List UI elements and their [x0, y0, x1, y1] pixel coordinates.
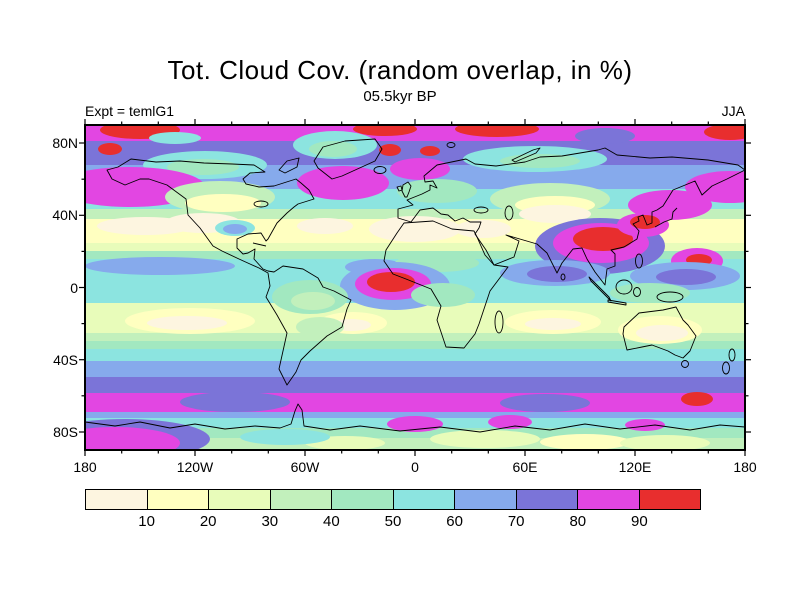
x-axis-tick-label: 60W	[290, 459, 320, 475]
colorbar-tick-label: 40	[323, 513, 340, 530]
colorbar-tick-label: 30	[261, 513, 279, 530]
colorbar-tick-label: 20	[199, 513, 217, 530]
colorbar-cell	[332, 490, 394, 509]
colorbar-cell	[393, 490, 455, 509]
colorbar-cell	[578, 490, 640, 509]
plot-subtitle: 05.5kyr BP	[363, 88, 437, 105]
season-label: JJA	[721, 103, 745, 119]
x-axis-tick-label: 0	[411, 459, 419, 475]
coastlines	[85, 138, 745, 433]
world-map-plot	[75, 115, 755, 460]
colorbar-cell	[270, 490, 332, 509]
colorbar-cell	[455, 490, 517, 509]
x-axis-tick-label: 120W	[176, 459, 214, 475]
colorbar-cell	[639, 490, 700, 509]
colorbar	[85, 489, 701, 510]
colorbar-cell	[516, 490, 578, 509]
y-axis-tick-label: 80N	[52, 135, 78, 151]
y-axis-tick-label: 80S	[53, 424, 78, 440]
colorbar-labels: 10 20 30 40 50 60 70 80 90	[85, 513, 701, 531]
colorbar-tick-label: 50	[384, 513, 402, 530]
colorbar-cell	[86, 490, 148, 509]
map-field	[85, 125, 745, 450]
y-axis-tick-label: 40S	[53, 351, 78, 368]
plot-title: Tot. Cloud Cov. (random overlap, in %)	[167, 55, 633, 85]
colorbar-tick-label: 90	[631, 513, 648, 530]
x-axis-tick-label: 120E	[618, 459, 652, 475]
colorbar-tick-label: 80	[569, 513, 587, 530]
map-canvas	[79, 119, 751, 456]
colorbar-tick-label: 60	[446, 513, 463, 530]
colorbar-cell	[209, 490, 271, 509]
x-axis-tick-label: 60E	[512, 459, 538, 475]
x-axis-tick-label: 180	[73, 459, 97, 475]
colorbar-tick-label: 10	[138, 513, 155, 530]
y-axis-tick-label: 40N	[52, 207, 78, 224]
colorbar-cell	[147, 490, 209, 509]
x-axis-tick-label: 180	[733, 459, 757, 475]
colorbar-tick-label: 70	[507, 513, 525, 530]
axis-ticks	[79, 119, 751, 456]
y-axis-tick-label: 0	[70, 279, 78, 296]
experiment-label: Expt = temlG1	[85, 103, 175, 119]
